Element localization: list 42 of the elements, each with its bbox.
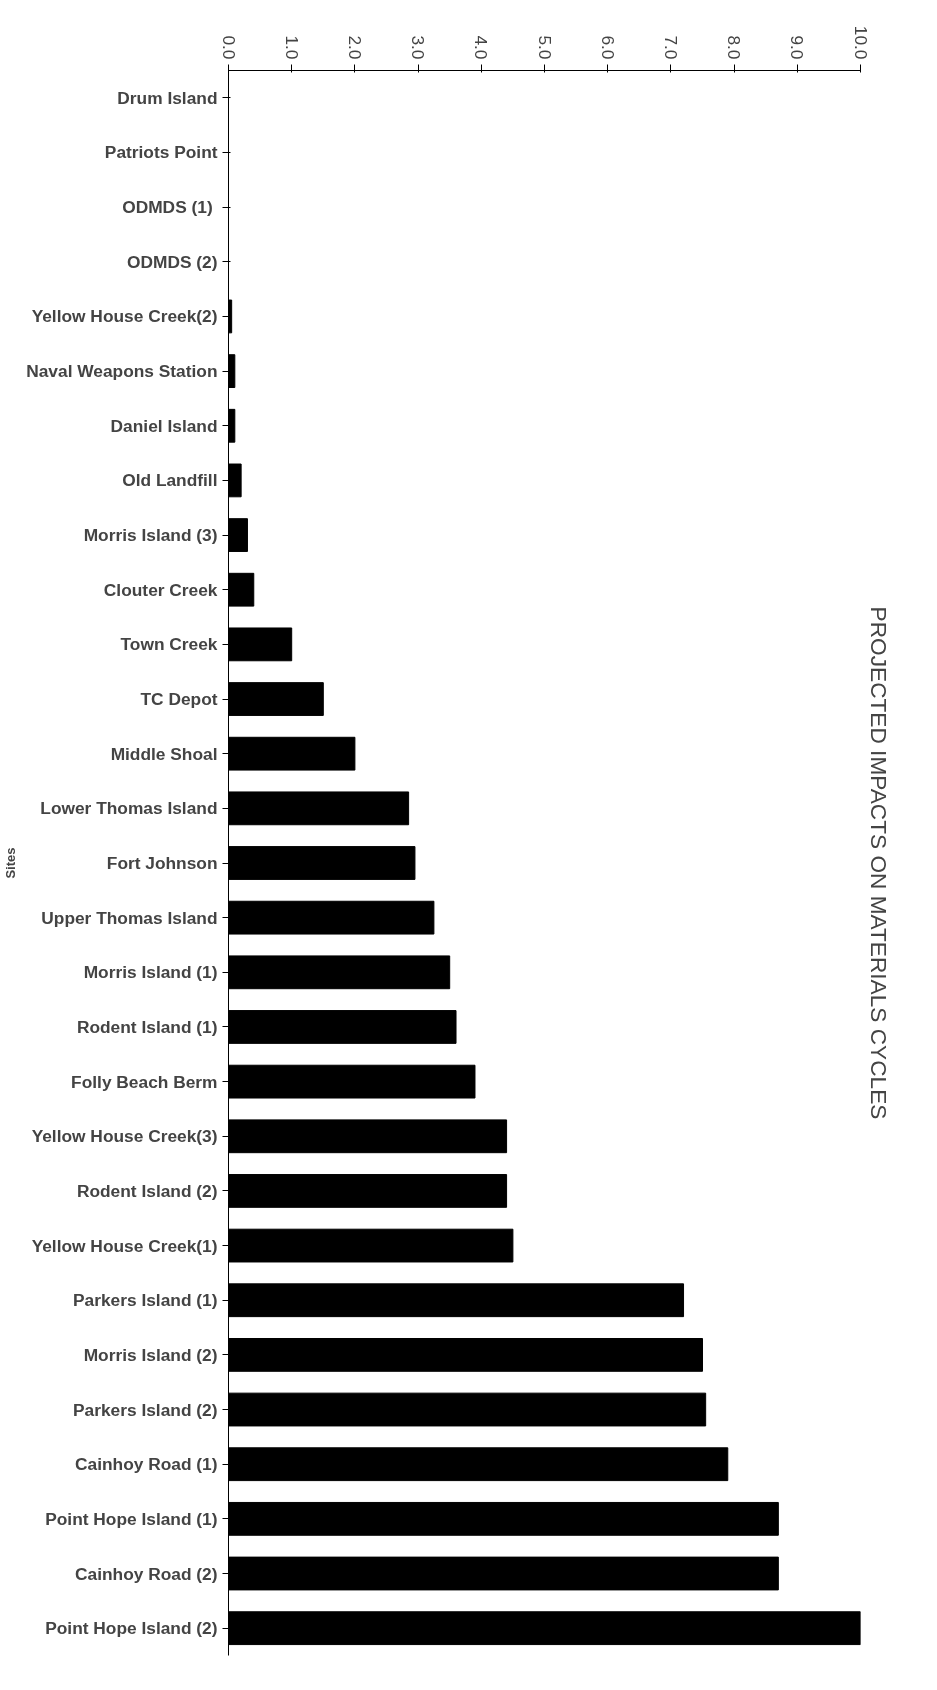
y-tick-label: Clouter Creek xyxy=(103,579,218,600)
x-tick-label: 5.0 xyxy=(534,35,555,60)
y-tick-label: Point Hope Island (2) xyxy=(45,1618,218,1639)
x-tick-label: 3.0 xyxy=(408,35,429,60)
y-tick-label: Morris Island (2) xyxy=(83,1344,218,1365)
y-tick-label: Yellow House Creek(1) xyxy=(31,1235,218,1256)
y-tick-label: Rodent Island (2) xyxy=(76,1180,218,1201)
y-tick-label: Lower Thomas Island xyxy=(40,798,218,819)
y-tick-label: Folly Beach Berm xyxy=(71,1071,218,1092)
y-tick-label: ODMDS (1) xyxy=(122,197,213,218)
y-tick-label: Fort Johnson xyxy=(106,853,218,873)
y-tick-label: Daniel Island xyxy=(110,415,218,436)
y-tick-label: Upper Thomas Island xyxy=(41,907,218,928)
y-tick-label: Patriots Point xyxy=(104,142,218,163)
y-tick-label: ODMDS (2) xyxy=(127,251,218,272)
y-tick-label: Old Landfill xyxy=(122,470,218,491)
y-tick-label: Naval Weapons Station xyxy=(26,361,218,382)
x-tick-label: 9.0 xyxy=(787,35,808,60)
x-tick-label: 10.0 xyxy=(850,25,871,60)
y-tick-label: Cainhoy Road (2) xyxy=(75,1563,218,1584)
y-tick-label: Morris Island (1) xyxy=(83,962,218,983)
text: PROJECTED IMPACTS ON MATERIALS CYCLES xyxy=(865,606,892,1120)
y-tick-label: TC Depot xyxy=(140,689,218,710)
y-tick-label: Rodent Island (1) xyxy=(76,1016,218,1037)
x-tick-label: 8.0 xyxy=(724,35,745,60)
y-tick-label: Drum Island xyxy=(117,87,218,108)
x-tick-label: 6.0 xyxy=(597,35,618,60)
y-tick-label: Town Creek xyxy=(120,634,218,655)
y-tick-label: Cainhoy Road (1) xyxy=(75,1454,218,1475)
y-tick-label: Morris Island (3) xyxy=(83,525,218,546)
y-tick-label: Parkers Island (1) xyxy=(73,1290,218,1311)
y-axis-title: Sites xyxy=(3,847,19,879)
y-tick-label: Yellow House Creek(3) xyxy=(31,1126,218,1147)
x-tick-label: 0.0 xyxy=(218,35,239,60)
y-tick-label: Parkers Island (2) xyxy=(73,1399,218,1420)
y-tick-label: Middle Shoal xyxy=(110,743,218,764)
x-tick-label: 7.0 xyxy=(660,35,681,60)
x-tick-label: 2.0 xyxy=(344,35,365,60)
x-tick-label: 1.0 xyxy=(281,35,302,60)
y-tick-label: Point Hope Island (1) xyxy=(45,1508,218,1529)
y-tick-label: Yellow House Creek(2) xyxy=(31,306,218,327)
x-tick-label: 4.0 xyxy=(471,35,492,60)
